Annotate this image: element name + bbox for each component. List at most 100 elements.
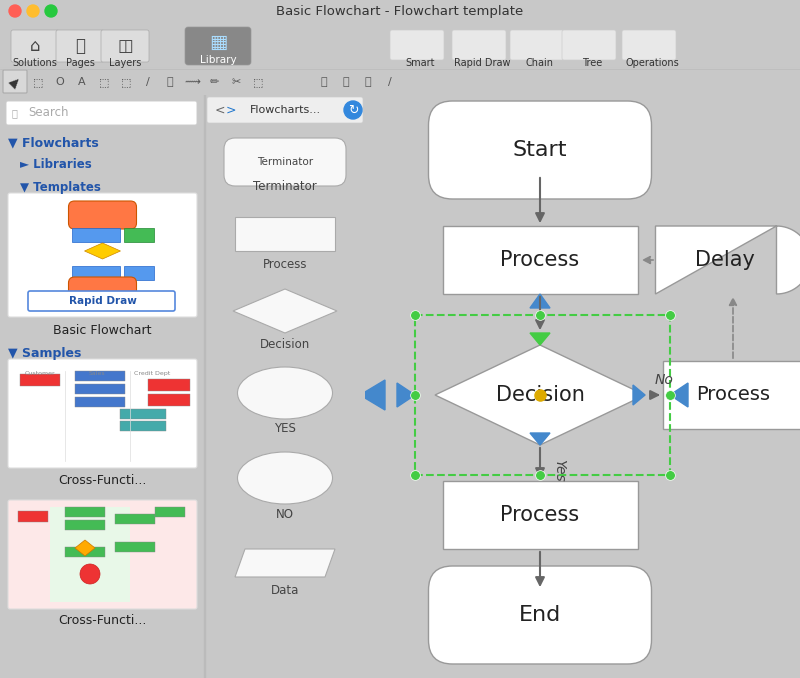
Text: ◫: ◫ [117, 37, 133, 55]
Text: ↻: ↻ [348, 104, 358, 117]
Text: Data: Data [271, 584, 299, 597]
FancyBboxPatch shape [69, 201, 137, 229]
FancyBboxPatch shape [75, 371, 125, 381]
Polygon shape [235, 549, 335, 577]
Polygon shape [360, 380, 385, 410]
FancyBboxPatch shape [429, 566, 651, 664]
FancyBboxPatch shape [115, 514, 155, 524]
Text: Rapid Draw: Rapid Draw [69, 296, 137, 306]
FancyBboxPatch shape [56, 30, 104, 62]
Polygon shape [233, 289, 337, 333]
Circle shape [80, 564, 100, 584]
FancyBboxPatch shape [663, 361, 800, 429]
Text: Yes: Yes [552, 458, 566, 481]
Circle shape [27, 5, 39, 17]
Text: ► Libraries: ► Libraries [20, 159, 92, 172]
FancyBboxPatch shape [622, 30, 676, 60]
Text: ▲: ▲ [7, 74, 23, 90]
Text: A: A [78, 77, 86, 87]
Text: ✏: ✏ [210, 77, 218, 87]
Text: ▼ Samples: ▼ Samples [8, 346, 82, 359]
FancyBboxPatch shape [442, 481, 638, 549]
Ellipse shape [238, 452, 333, 504]
FancyBboxPatch shape [6, 101, 197, 125]
Text: ⟿: ⟿ [184, 77, 200, 87]
Ellipse shape [238, 367, 333, 419]
FancyBboxPatch shape [442, 226, 638, 294]
Text: /: / [146, 77, 150, 87]
Text: Smart: Smart [406, 58, 434, 68]
Text: ▼ Flowcharts: ▼ Flowcharts [8, 136, 98, 150]
Text: Cross-Functi...: Cross-Functi... [58, 473, 146, 487]
FancyBboxPatch shape [429, 101, 651, 199]
FancyBboxPatch shape [562, 30, 616, 60]
FancyBboxPatch shape [390, 30, 444, 60]
Text: Decision: Decision [495, 385, 585, 405]
Text: ⬚: ⬚ [121, 77, 131, 87]
Text: ⬚: ⬚ [33, 77, 43, 87]
Text: Library: Library [200, 55, 236, 65]
Text: ⌒: ⌒ [166, 77, 174, 87]
FancyBboxPatch shape [8, 359, 197, 468]
Text: ✂: ✂ [231, 77, 241, 87]
Text: ⬚: ⬚ [253, 77, 263, 87]
Text: 🗋: 🗋 [75, 37, 85, 55]
FancyBboxPatch shape [207, 97, 363, 123]
Text: /: / [388, 77, 392, 87]
FancyBboxPatch shape [20, 374, 60, 386]
FancyBboxPatch shape [73, 266, 121, 280]
Text: Customer: Customer [25, 371, 55, 376]
FancyBboxPatch shape [73, 228, 121, 242]
Text: ⬚: ⬚ [98, 77, 110, 87]
Text: ✋: ✋ [342, 77, 350, 87]
Text: Process: Process [696, 386, 770, 405]
Circle shape [45, 5, 57, 17]
Text: Process: Process [501, 505, 579, 525]
FancyBboxPatch shape [65, 507, 105, 517]
Text: Credit Dept: Credit Dept [134, 371, 170, 376]
Circle shape [344, 101, 362, 119]
Text: Terminator: Terminator [253, 180, 317, 193]
Text: Sales: Sales [89, 371, 106, 376]
Text: 🔍: 🔍 [321, 77, 327, 87]
FancyBboxPatch shape [28, 291, 175, 311]
FancyBboxPatch shape [8, 500, 197, 609]
FancyBboxPatch shape [148, 394, 190, 406]
FancyBboxPatch shape [101, 30, 149, 62]
Text: NO: NO [276, 508, 294, 521]
FancyBboxPatch shape [18, 511, 48, 522]
Text: Rapid Draw: Rapid Draw [454, 58, 510, 68]
Polygon shape [435, 345, 645, 445]
FancyBboxPatch shape [155, 507, 185, 517]
Text: Solutions: Solutions [13, 58, 58, 68]
Text: Search: Search [28, 106, 69, 119]
FancyBboxPatch shape [125, 228, 154, 242]
FancyBboxPatch shape [75, 384, 125, 394]
FancyBboxPatch shape [120, 421, 166, 431]
FancyBboxPatch shape [50, 507, 130, 602]
Text: <: < [214, 104, 226, 117]
Polygon shape [655, 226, 800, 294]
Text: Chain: Chain [526, 58, 554, 68]
Text: ⌂: ⌂ [30, 37, 40, 55]
Text: Tree: Tree [582, 58, 602, 68]
Text: O: O [56, 77, 64, 87]
FancyBboxPatch shape [235, 217, 335, 251]
Text: Pages: Pages [66, 58, 94, 68]
Polygon shape [530, 433, 550, 445]
Text: Start: Start [513, 140, 567, 160]
Text: 🔍: 🔍 [11, 108, 17, 118]
Text: 👤: 👤 [365, 77, 371, 87]
FancyBboxPatch shape [120, 409, 166, 419]
FancyBboxPatch shape [11, 30, 59, 62]
FancyBboxPatch shape [65, 520, 105, 530]
FancyBboxPatch shape [75, 397, 125, 407]
Polygon shape [530, 294, 550, 308]
Text: Terminator: Terminator [257, 157, 313, 167]
Text: End: End [519, 605, 561, 625]
Text: Basic Flowchart: Basic Flowchart [54, 325, 152, 338]
FancyBboxPatch shape [224, 138, 346, 186]
Text: Layers: Layers [109, 58, 141, 68]
Text: Flowcharts...: Flowcharts... [250, 105, 321, 115]
Text: No: No [655, 373, 674, 387]
